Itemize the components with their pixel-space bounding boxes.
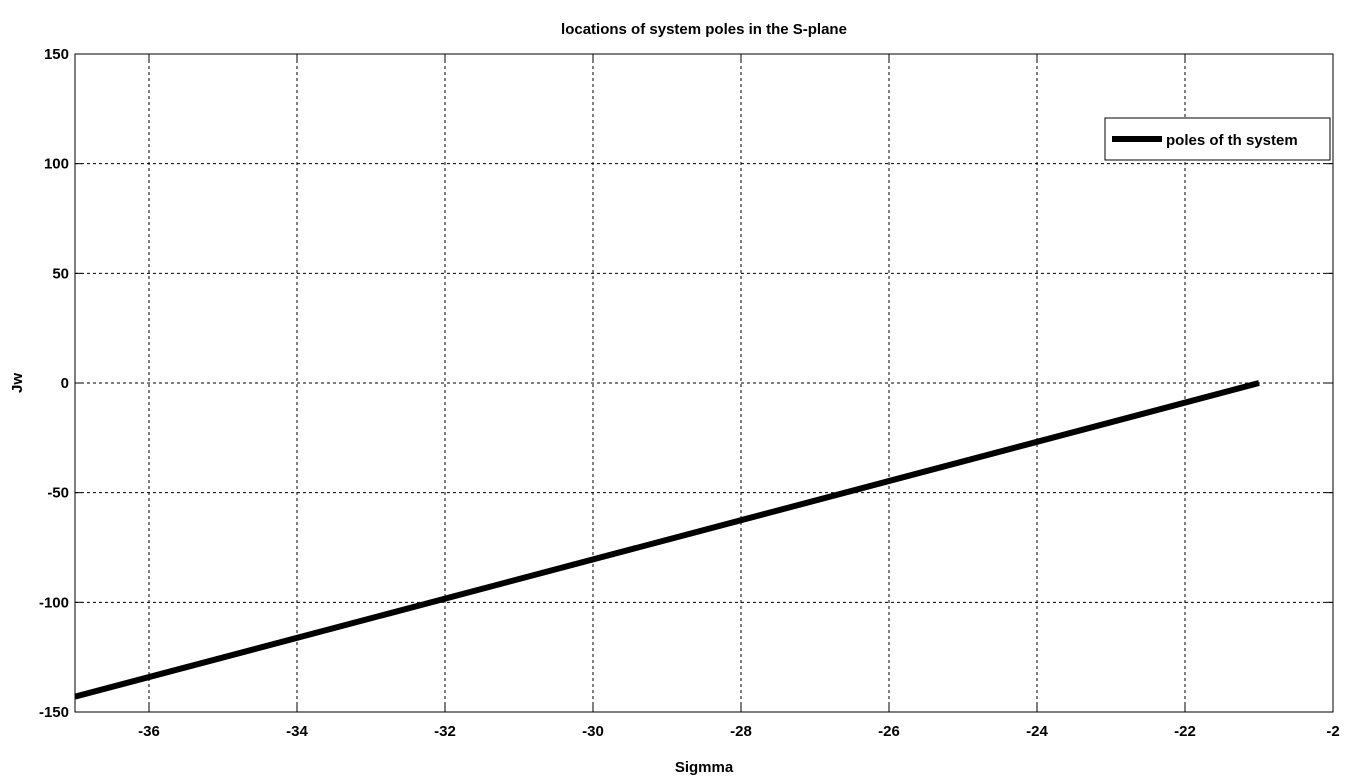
x-axis: -36 -34 -32 -30 -28 -26 -24 -22 -2 bbox=[138, 54, 1340, 740]
y-tick-label: -100 bbox=[39, 594, 69, 611]
series-layer bbox=[74, 380, 1260, 700]
y-tick-label: -50 bbox=[47, 485, 69, 502]
chart-title: locations of system poles in the S-plane bbox=[561, 21, 847, 38]
y-tick-label: 50 bbox=[52, 265, 69, 282]
x-tick-label: -2 bbox=[1326, 723, 1339, 740]
legend-entry: poles of th system bbox=[1166, 132, 1298, 149]
x-tick-label: -34 bbox=[286, 723, 308, 740]
x-tick-label: -22 bbox=[1174, 723, 1196, 740]
x-tick-label: -26 bbox=[878, 723, 900, 740]
plot-area bbox=[74, 53, 1334, 713]
grid bbox=[75, 54, 1333, 712]
x-tick-label: -32 bbox=[434, 723, 456, 740]
plot-border bbox=[74, 53, 1334, 713]
series-line bbox=[74, 380, 1260, 700]
y-axis-label: Jw bbox=[9, 373, 26, 393]
y-tick-label: 0 bbox=[61, 375, 69, 392]
y-tick-label: 100 bbox=[44, 156, 69, 173]
legend: poles of th system bbox=[1104, 117, 1331, 161]
x-tick-label: -30 bbox=[582, 723, 604, 740]
y-axis: -150 -100 -50 0 50 100 150 bbox=[39, 46, 1333, 721]
y-tick-label: 150 bbox=[44, 46, 69, 63]
x-tick-label: -24 bbox=[1026, 723, 1048, 740]
x-tick-label: -36 bbox=[138, 723, 160, 740]
x-tick-label: -28 bbox=[730, 723, 752, 740]
x-axis-label: Sigmma bbox=[675, 759, 734, 776]
y-tick-label: -150 bbox=[39, 704, 69, 721]
